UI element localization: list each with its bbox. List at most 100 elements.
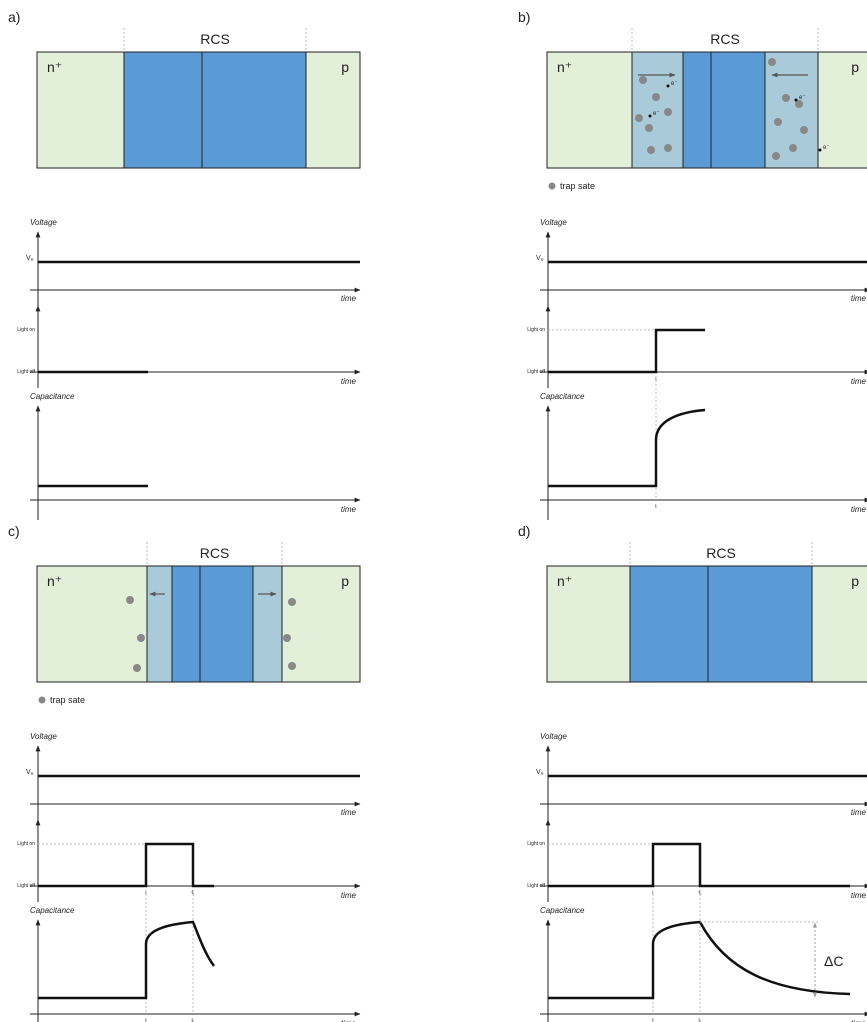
p-label: p <box>341 59 349 75</box>
y-axis-label: Voltage <box>30 732 57 741</box>
trap-state <box>782 94 790 102</box>
trap-state <box>664 144 672 152</box>
x-axis-label: time <box>851 891 867 900</box>
n-label: n⁺ <box>557 59 572 75</box>
panel-label: a) <box>8 9 20 25</box>
n-label: n⁺ <box>47 573 62 589</box>
light-off-label: Light off <box>17 369 35 375</box>
level-subscript: R <box>541 257 544 262</box>
n-label: n⁺ <box>557 573 572 589</box>
panel: a) RCS n⁺ p Voltage VR time Light on Light off ti… <box>8 9 360 520</box>
x-axis-label: time <box>341 505 357 514</box>
rcs-region <box>630 566 812 682</box>
light-off-label: Light off <box>17 883 35 889</box>
level-label: VR <box>536 255 544 262</box>
trap-state <box>635 114 643 122</box>
x-axis-label: time <box>851 377 867 386</box>
depletion-edge <box>147 566 172 682</box>
trap-state <box>645 124 653 132</box>
electron <box>649 115 652 118</box>
y-axis-label: Capacitance <box>30 392 75 401</box>
level-label: VR <box>26 255 34 262</box>
electron <box>667 85 670 88</box>
figure: a) RCS n⁺ p Voltage VR time Light on Light off ti… <box>0 0 867 1022</box>
depletion-edge <box>632 52 683 168</box>
panel: d) RCS n⁺ p Voltage VR time Light on Light off ti… <box>518 523 867 1022</box>
light-on-label: Light on <box>527 327 545 333</box>
light-on-label: Light on <box>17 327 35 333</box>
y-axis-label: Voltage <box>540 218 567 227</box>
light-curve <box>548 844 850 886</box>
x-axis-label: time <box>341 294 357 303</box>
y-axis-label: Capacitance <box>30 906 75 915</box>
legend-text: trap sate <box>50 695 85 705</box>
y-axis-label: Capacitance <box>540 392 585 401</box>
time-tick: t <box>652 1018 654 1022</box>
time-tick: t₁ <box>698 1018 701 1022</box>
electron <box>819 149 822 152</box>
electron <box>795 99 798 102</box>
trap-state <box>639 76 647 84</box>
light-on-label: Light on <box>527 841 545 847</box>
y-axis-label: Voltage <box>540 732 567 741</box>
time-tick: t <box>655 504 657 510</box>
trap-state <box>283 634 291 642</box>
delta-label: ΔC <box>824 953 843 969</box>
legend-text: trap sate <box>560 181 595 191</box>
panel-label: c) <box>8 523 20 539</box>
p-label: p <box>851 573 859 589</box>
light-curve <box>548 330 705 372</box>
light-on-label: Light on <box>17 841 35 847</box>
electron-label: e⁻ <box>823 145 830 151</box>
light-curve <box>38 844 214 886</box>
panel: c) RCS n⁺ p trap sate Voltage VR time Light on Li… <box>8 523 360 1022</box>
x-axis-label: time <box>341 891 357 900</box>
trap-state <box>800 126 808 134</box>
rcs-region <box>124 52 306 168</box>
trap-state <box>772 152 780 160</box>
light-off-label: Light off <box>527 883 545 889</box>
trap-state <box>768 58 776 66</box>
y-axis-label: Voltage <box>30 218 57 227</box>
panel-label: b) <box>518 9 530 25</box>
trap-state <box>133 664 141 672</box>
level-subscript: R <box>31 771 34 776</box>
rcs-region <box>172 566 253 682</box>
trap-state <box>647 146 655 154</box>
legend-dot <box>39 697 46 704</box>
n-label: n⁺ <box>47 59 62 75</box>
x-axis-label: time <box>851 505 867 514</box>
trap-state <box>288 598 296 606</box>
legend-dot <box>549 183 556 190</box>
light-off-label: Light off <box>527 369 545 375</box>
rcs-title: RCS <box>200 31 230 47</box>
p-label: p <box>341 573 349 589</box>
trap-state <box>789 144 797 152</box>
x-axis-label: time <box>851 294 867 303</box>
capacitance-curve <box>38 922 214 998</box>
time-tick: t₁ <box>191 1018 194 1022</box>
level-subscript: R <box>541 771 544 776</box>
rcs-title: RCS <box>200 545 230 561</box>
electron-label: e⁻ <box>671 81 678 87</box>
trap-state <box>288 662 296 670</box>
rcs-title: RCS <box>710 31 740 47</box>
trap-state <box>137 634 145 642</box>
time-tick: t <box>145 1018 147 1022</box>
depletion-edge <box>253 566 282 682</box>
p-label: p <box>851 59 859 75</box>
rcs-region <box>683 52 765 168</box>
x-axis-label: time <box>341 377 357 386</box>
rcs-title: RCS <box>706 545 736 561</box>
level-subscript: R <box>31 257 34 262</box>
trap-state <box>652 93 660 101</box>
level-label: VR <box>536 769 544 776</box>
capacitance-curve <box>548 410 705 486</box>
electron-label: e⁻ <box>799 95 806 101</box>
x-axis-label: time <box>341 808 357 817</box>
x-axis-label: time <box>851 808 867 817</box>
level-label: VR <box>26 769 34 776</box>
panel-label: d) <box>518 523 530 539</box>
trap-state <box>126 596 134 604</box>
